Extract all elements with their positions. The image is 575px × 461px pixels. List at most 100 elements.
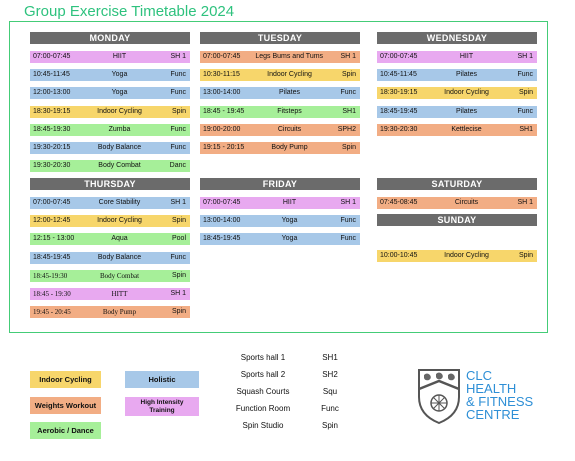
class-name: Indoor Cycling (444, 252, 489, 259)
class-time: 07:00-07:45 (203, 53, 241, 60)
class-time: 07:00-07:45 (33, 53, 71, 60)
class-time: 18:30-19:15 (380, 89, 418, 97)
class-row-friday: 18:45-19:45 Yoga Func (200, 233, 360, 246)
class-time: 07:00-07:45 (380, 53, 418, 60)
venue-name: Squash Courts (236, 387, 290, 396)
class-name: Body Balance (97, 253, 142, 261)
class-row-friday: 07:00-07:45 HIIT SH 1 (200, 197, 360, 209)
class-name: Body Combat (99, 271, 140, 280)
venue-name: Function Room (235, 404, 291, 413)
class-name: Indoor Cycling (97, 217, 142, 225)
class-row-tuesday: 19:00-20:00 Circuits SPH2 (200, 123, 360, 136)
class-row-tuesday: 19:15 - 20:15 Body Pump Spin (200, 142, 360, 154)
day-header-saturday: SATURDAY (377, 178, 537, 190)
class-room: SH 1 (340, 53, 356, 60)
class-name: Kettlecise (451, 125, 482, 133)
class-time: 19:45 - 20:45 (33, 308, 71, 317)
brand-line-4: CENTRE (466, 407, 520, 422)
class-name: Indoor Cycling (97, 107, 142, 115)
class-row-wednesday: 18:45-19:45 Pilates Func (377, 105, 537, 118)
class-row-thursday: 07:00-07:45 Core Stability SH 1 (30, 197, 190, 209)
class-time: 07:00-07:45 (33, 199, 71, 206)
legend-high-intensity-training: High Intensity Training (125, 397, 199, 416)
class-room: SH 1 (517, 53, 533, 60)
day-header-tuesday: TUESDAY (200, 32, 360, 44)
class-room: Danc (169, 162, 186, 170)
class-time: 13:00-14:00 (203, 89, 241, 97)
class-time: 12:00-12:45 (33, 217, 71, 225)
legend-holistic: Holistic (125, 371, 199, 388)
class-room: Func (170, 144, 186, 151)
class-name: Zumba (108, 125, 131, 133)
class-row-thursday: 18:45 - 19:30 HITT SH 1 (30, 288, 190, 300)
venue-code: SH1 (322, 353, 338, 362)
class-row-monday: 19:30-20:15 Body Balance Func (30, 142, 190, 154)
class-row-thursday: 18:45-19:30 Body Combat Spin (30, 269, 190, 282)
class-row-sunday: 10:00-10:45 Indoor Cycling Spin (377, 250, 537, 262)
class-room: SH 1 (517, 199, 533, 206)
class-time: 19:15 - 20:15 (203, 144, 245, 151)
class-row-wednesday: 18:30-19:15 Indoor Cycling Spin (377, 87, 537, 100)
class-row-thursday: 19:45 - 20:45 Body Pump Spin (30, 306, 190, 319)
class-name: HIIT (112, 53, 127, 60)
class-name: Body Pump (271, 144, 308, 151)
class-time: 13:00-14:00 (203, 217, 241, 225)
class-row-friday: 13:00-14:00 Yoga Func (200, 215, 360, 228)
class-time: 18:45-19:30 (33, 125, 71, 133)
day-header-wednesday: WEDNESDAY (377, 32, 537, 44)
class-room: Func (170, 253, 186, 261)
class-name: HITT (111, 290, 128, 298)
class-name: Indoor Cycling (267, 71, 312, 79)
class-name: Pilates (455, 107, 477, 115)
class-name: Yoga (281, 235, 298, 243)
class-time: 12:15 - 13:00 (33, 235, 75, 243)
class-name: Yoga (281, 217, 298, 225)
class-name: Pilates (455, 71, 477, 79)
legend-indoor-cycling: Indoor Cycling (30, 371, 101, 388)
class-room: Spin (171, 107, 186, 115)
class-name: Pilates (278, 89, 300, 97)
class-name: Body Combat (98, 162, 141, 170)
class-row-wednesday: 07:00-07:45 HIIT SH 1 (377, 51, 537, 63)
class-time: 18:45-19:45 (380, 107, 418, 115)
page-title: Group Exercise Timetable 2024 (24, 3, 235, 20)
class-time: 19:00-20:00 (203, 125, 241, 133)
class-time: 10:00-10:45 (380, 252, 418, 259)
legend-weights-workout: Weights Workout (30, 397, 101, 414)
class-time: 10:45-11:45 (380, 71, 417, 79)
brand-line-1: CLC (466, 368, 493, 383)
class-name: Legs Bums and Tums (255, 53, 324, 60)
class-room: Spin (171, 308, 186, 316)
class-time: 19:30-20:30 (33, 162, 71, 170)
class-room: Func (170, 71, 186, 79)
class-room: Func (340, 89, 356, 97)
class-row-thursday: 12:15 - 13:00 Aqua Pool (30, 233, 190, 246)
class-room: SH 1 (170, 199, 186, 206)
class-row-monday: 18:45-19:30 Zumba Func (30, 123, 190, 136)
venue-code: Spin (321, 421, 338, 430)
class-name: HIIT (459, 53, 474, 60)
class-row-tuesday: 10:30-11:15 Indoor Cycling Spin (200, 69, 360, 82)
brand-name: CLC HEALTH & FITNESS CENTRE (466, 369, 533, 421)
class-row-monday: 12:00-13:00 Yoga Func (30, 87, 190, 100)
class-room: Func (170, 89, 186, 97)
class-name: Indoor Cycling (444, 89, 489, 97)
class-row-monday: 19:30-20:30 Body Combat Danc (30, 160, 190, 173)
venue-code: Squ (322, 387, 338, 396)
class-room: Spin (171, 217, 186, 225)
venue-name: Sports hall 1 (240, 353, 286, 362)
class-time: 18:30-19:15 (33, 107, 71, 115)
class-room: Func (517, 107, 533, 115)
class-time: 19:30-20:15 (33, 144, 71, 151)
class-room: SH 1 (340, 199, 356, 206)
class-room: Spin (341, 144, 356, 151)
venue-code: Func (321, 404, 339, 413)
class-row-monday: 18:30-19:15 Indoor Cycling Spin (30, 105, 190, 118)
class-room: SH1 (519, 125, 533, 133)
class-room: SH 1 (170, 53, 186, 60)
brand-line-3: & FITNESS (466, 394, 534, 409)
day-header-monday: MONDAY (30, 32, 190, 44)
class-row-monday: 07:00-07:45 HIIT SH 1 (30, 51, 190, 63)
class-name: Body Balance (97, 144, 142, 151)
venue-name: Spin Studio (242, 421, 284, 430)
